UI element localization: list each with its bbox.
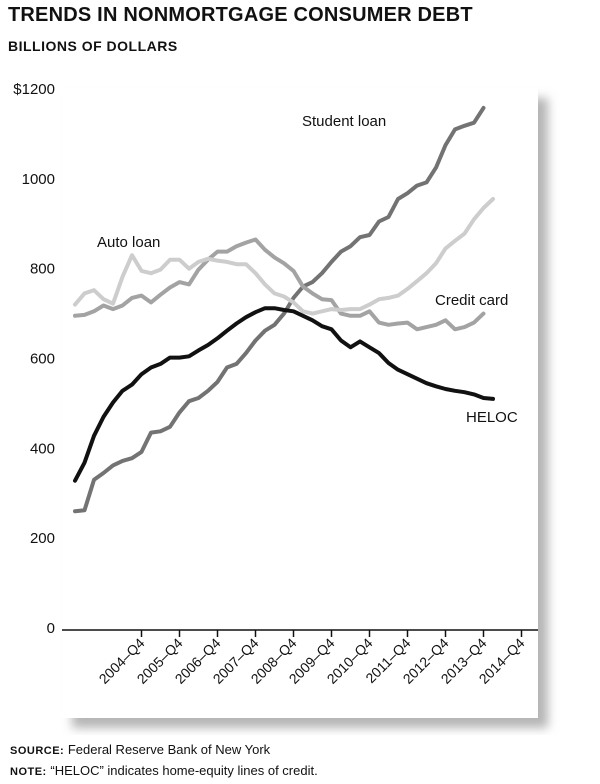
series-line-auto-loan bbox=[73, 237, 486, 332]
chart-area: 0 200 400 600 800 1000 $1200 2004–Q4 2005–Q4 2006… bbox=[0, 70, 600, 735]
line-chart: 02004006008001000$12002004–Q42005–Q42006… bbox=[13, 81, 548, 728]
series-label-auto-loan: Auto loan bbox=[97, 234, 160, 251]
series-line-student-loan bbox=[73, 105, 486, 514]
y-tick-label: 0 bbox=[47, 620, 55, 637]
y-tick-label: 200 bbox=[30, 530, 55, 547]
footnotes: Source: Federal Reserve Bank of New York… bbox=[10, 740, 318, 782]
series-label-credit-card: Credit card bbox=[435, 292, 508, 309]
note-label: Note: bbox=[10, 766, 47, 778]
source-label: Source: bbox=[10, 745, 65, 757]
definition-note: Note: “HELOC” indicates home-equity line… bbox=[10, 761, 318, 782]
chart-subtitle: BILLIONS OF DOLLARS bbox=[8, 38, 178, 54]
y-tick-label: 800 bbox=[30, 261, 55, 278]
plot-panel bbox=[62, 88, 538, 718]
source-note: Source: Federal Reserve Bank of New York bbox=[10, 740, 318, 761]
y-tick-label: 600 bbox=[30, 351, 55, 368]
chart-title: TRENDS IN NONMORTGAGE CONSUMER DEBT bbox=[8, 4, 473, 26]
y-tick-label: 1000 bbox=[22, 171, 55, 188]
series-line-credit-card bbox=[73, 197, 495, 316]
y-tick-label: 400 bbox=[30, 440, 55, 457]
source-text: Federal Reserve Bank of New York bbox=[67, 742, 271, 757]
note-text: “HELOC” indicates home-equity lines of c… bbox=[50, 763, 318, 778]
series-line-heloc bbox=[73, 306, 495, 483]
y-tick-label: $1200 bbox=[13, 81, 55, 98]
series-label-heloc: HELOC bbox=[466, 409, 518, 426]
series-label-student-loan: Student loan bbox=[302, 113, 386, 130]
